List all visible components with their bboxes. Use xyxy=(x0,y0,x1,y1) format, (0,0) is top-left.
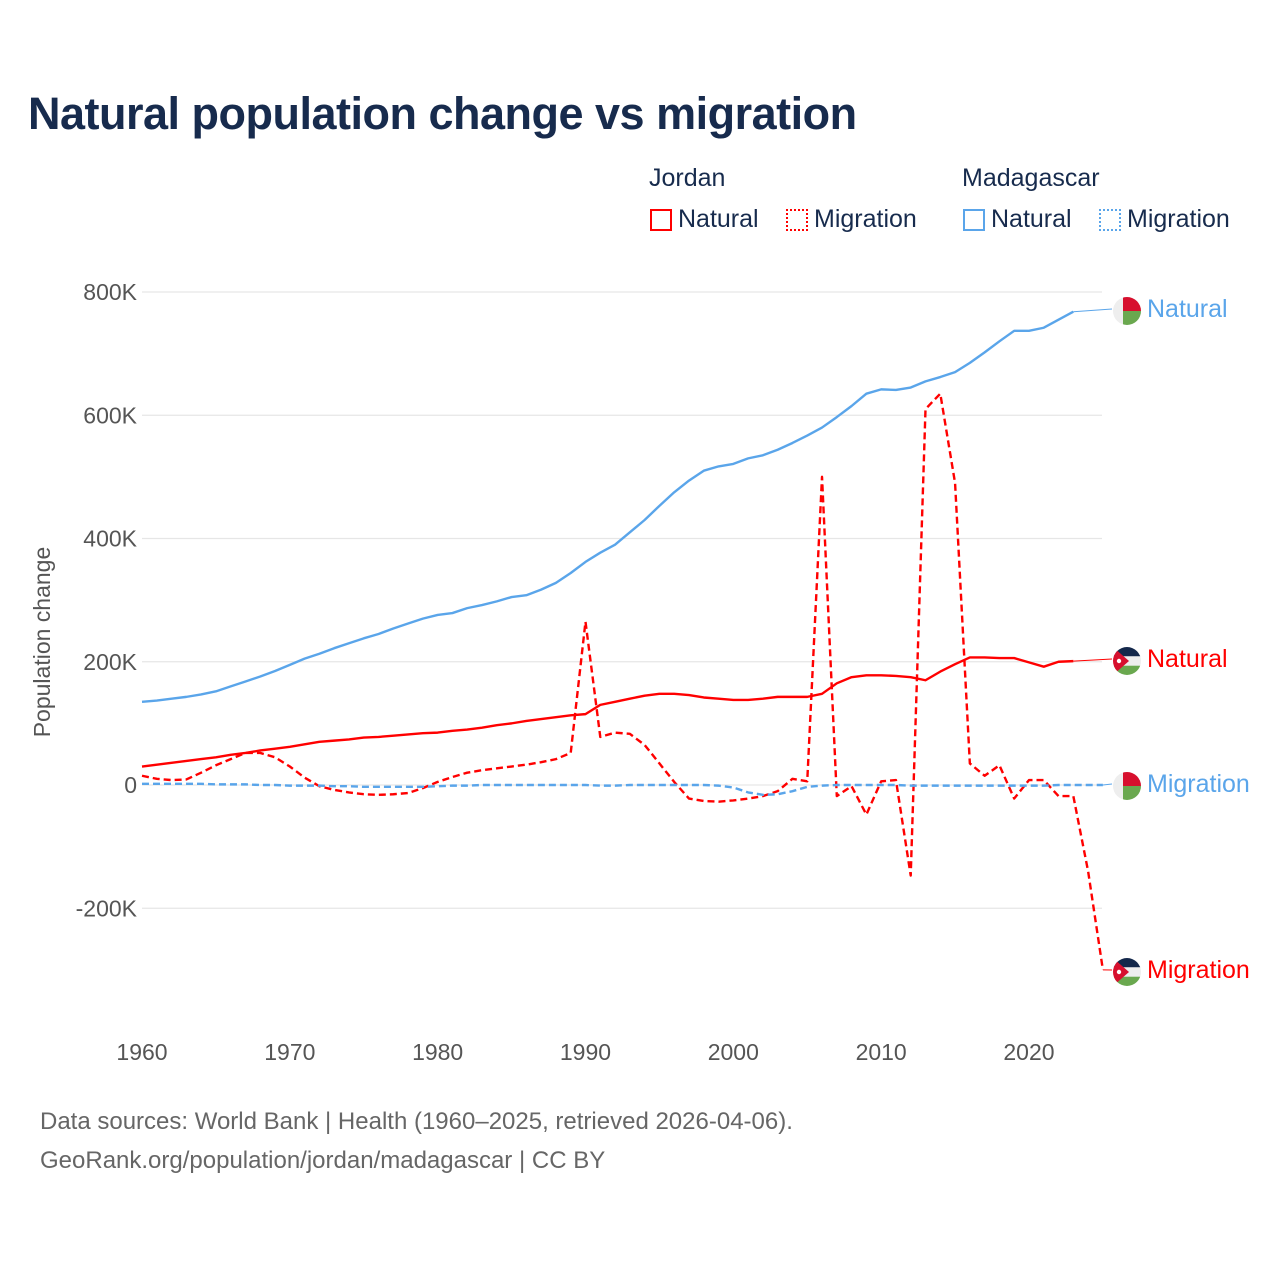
solid-swatch-icon xyxy=(650,208,672,231)
legend-jordan-migration[interactable]: Migration xyxy=(786,205,917,234)
jordan-flag-icon xyxy=(1113,958,1141,986)
madagascar-flag-icon xyxy=(1113,297,1141,325)
end-label: Natural xyxy=(1147,645,1228,673)
end-label: Natural xyxy=(1147,295,1228,323)
y-tick-label: 0 xyxy=(124,772,137,798)
jordan-flag-icon xyxy=(1113,647,1141,675)
legend-label: Migration xyxy=(814,205,917,233)
y-axis-label: Population change xyxy=(29,547,55,738)
legend-label: Migration xyxy=(1127,205,1230,233)
solid-swatch-icon xyxy=(963,208,985,231)
x-tick-label: 2000 xyxy=(708,1039,759,1065)
legend-madagascar-natural[interactable]: Natural xyxy=(963,205,1072,234)
end-label: Migration xyxy=(1147,956,1250,984)
y-tick-label: 600K xyxy=(83,402,137,428)
madagascar-migration-line xyxy=(142,782,1103,797)
y-tick-label: 400K xyxy=(83,526,137,552)
legend-jordan-natural[interactable]: Natural xyxy=(650,205,759,234)
footer-link[interactable]: GeoRank.org/population/jordan/madagascar… xyxy=(40,1147,606,1174)
end-connector xyxy=(1073,308,1113,313)
y-tick-label: -200K xyxy=(76,895,138,921)
jordan-natural-line xyxy=(141,656,1074,768)
x-tick-label: 1960 xyxy=(116,1039,167,1065)
jordan-migration-line xyxy=(141,392,1105,971)
legend-label: Natural xyxy=(991,205,1072,233)
end-connector xyxy=(1102,783,1113,786)
madagascar-natural-line xyxy=(141,310,1074,704)
madagascar-flag-icon xyxy=(1113,772,1141,800)
y-tick-label: 200K xyxy=(83,649,137,675)
dotted-swatch-icon xyxy=(786,208,808,231)
legend-group-jordan: Jordan xyxy=(649,164,726,192)
end-label: Migration xyxy=(1147,770,1250,798)
legend-madagascar-migration[interactable]: Migration xyxy=(1099,205,1230,234)
end-connector xyxy=(1073,658,1113,662)
footer-sources: Data sources: World Bank | Health (1960–… xyxy=(40,1108,793,1135)
y-tick-label: 800K xyxy=(83,279,137,305)
x-tick-label: 2010 xyxy=(856,1039,907,1065)
x-tick-label: 1990 xyxy=(560,1039,611,1065)
x-tick-label: 1980 xyxy=(412,1039,463,1065)
legend-group-madagascar: Madagascar xyxy=(962,164,1100,192)
dotted-swatch-icon xyxy=(1099,208,1121,231)
x-tick-label: 1970 xyxy=(264,1039,315,1065)
legend-label: Natural xyxy=(678,205,759,233)
x-tick-label: 2020 xyxy=(1003,1039,1054,1065)
chart-title: Natural population change vs migration xyxy=(28,88,857,139)
